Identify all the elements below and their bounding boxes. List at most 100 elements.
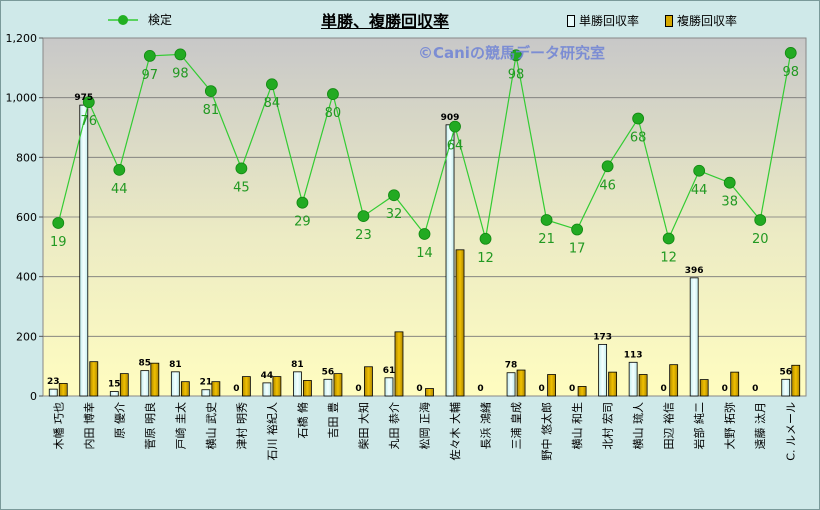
line-point-label: 21 (538, 232, 555, 247)
bar-fukusho (425, 388, 434, 397)
line-point-label: 98 (172, 66, 189, 81)
line-point-label: 29 (294, 215, 311, 230)
bar-label: 0 (752, 384, 758, 394)
line-point-label: 80 (325, 106, 342, 121)
bar-fukusho (303, 380, 312, 397)
line-point-label: 45 (233, 180, 250, 195)
line-point (449, 120, 461, 133)
bar-fukusho (638, 374, 648, 397)
x-tick-label: 内田 博幸 (82, 402, 96, 450)
line-point-label: 20 (752, 232, 769, 247)
bar-label: 0 (355, 384, 361, 394)
bar-label: 0 (477, 384, 483, 394)
x-tick-label: 吉田 豊 (327, 402, 340, 439)
bar-label: 0 (538, 384, 544, 394)
bar-label: 0 (233, 384, 239, 394)
line-point-label: 84 (264, 96, 281, 111)
line-point-label: 23 (355, 228, 372, 243)
line-point (479, 232, 492, 245)
bar-tansho (506, 372, 516, 397)
x-tick-label: 木幡 巧也 (51, 402, 65, 450)
bar-tansho (323, 378, 333, 397)
legend-kentei-label: 検定 (148, 13, 173, 27)
bar-fukusho (577, 386, 587, 397)
bar-fukusho (333, 373, 343, 397)
line-point (632, 112, 645, 125)
bar-fukusho (58, 383, 68, 397)
line-point (601, 160, 614, 173)
bar-label: 0 (722, 384, 728, 394)
line-point-label: 97 (142, 68, 159, 83)
bar-label: 56 (779, 367, 792, 377)
legend-tansho-label: 単勝回収率 (579, 14, 640, 28)
legend-tansho-swatch (567, 14, 575, 27)
bar-label: 0 (416, 384, 422, 394)
bar-fukusho (272, 376, 282, 397)
x-tick-label: 岩部 純二 (692, 402, 706, 450)
x-tick-label: 大野 拓弥 (723, 402, 737, 450)
x-tick-label: 原 優介 (113, 402, 126, 439)
bar-tansho (384, 377, 394, 397)
line-point (204, 85, 217, 98)
legend-fukusho: 複勝回収率 (665, 12, 737, 29)
line-point (693, 164, 706, 177)
bar-fukusho (791, 364, 801, 397)
bar-label: 173 (593, 332, 612, 342)
bar-fukusho (669, 364, 679, 397)
y-tick-label: 800 (16, 151, 37, 164)
x-tick-label: 松岡 正海 (418, 402, 432, 450)
line-point-label: 76 (81, 114, 98, 129)
bar-label: 78 (505, 361, 518, 371)
bar-label: 975 (74, 93, 93, 103)
x-tick-label: 横山 和生 (570, 402, 584, 450)
bar-label: 81 (291, 360, 304, 370)
line-point-label: 17 (569, 242, 586, 257)
bar-tansho (140, 370, 150, 397)
bar-tansho (48, 388, 58, 397)
line-point (327, 88, 339, 100)
bar-fukusho (119, 373, 129, 397)
line-point-label: 64 (447, 139, 464, 154)
line-point (265, 78, 278, 91)
legend-fukusho-swatch (665, 14, 673, 27)
bar-tansho (293, 371, 302, 397)
bar-tansho (79, 104, 89, 397)
legend-kentei: 検定 (108, 11, 172, 28)
line-point (418, 228, 431, 240)
line-point (82, 96, 95, 109)
x-tick-label: 佐々木 大輔 (448, 402, 462, 461)
bar-label: 61 (383, 366, 396, 376)
line-point (723, 176, 736, 189)
line-point-label: 98 (508, 67, 525, 82)
x-tick-label: 石橋 脩 (295, 402, 309, 439)
line-point-label: 12 (660, 250, 677, 265)
x-tick-label: 丸田 恭介 (388, 402, 401, 450)
bar-fukusho (180, 381, 190, 397)
bar-fukusho (455, 249, 465, 397)
x-tick-label: 津村 明秀 (234, 402, 248, 450)
x-tick-label: 野中 悠太郎 (540, 402, 554, 461)
line-point (52, 217, 65, 229)
bar-tansho (109, 391, 119, 397)
bar-fukusho (608, 371, 618, 397)
line-point-label: 14 (416, 246, 433, 261)
watermark: ©Caniの競馬データ研究室 (418, 44, 605, 62)
bar-label: 0 (569, 384, 575, 394)
line-point (296, 196, 309, 209)
line-point-label: 19 (50, 235, 67, 250)
line-point (571, 223, 583, 236)
x-tick-label: 柴田 大知 (356, 402, 370, 450)
line-point (143, 50, 156, 62)
bar-label: 23 (47, 377, 60, 387)
bar-tansho (598, 343, 608, 397)
line-point-label: 32 (386, 207, 403, 222)
line-point-label: 68 (630, 131, 647, 146)
bar-label: 396 (685, 266, 704, 276)
x-tick-label: 戸崎 圭太 (173, 402, 187, 450)
line-point (174, 48, 187, 61)
bar-fukusho (364, 366, 373, 397)
y-tick-label: 600 (16, 211, 37, 224)
chart-title: 単勝、複勝回収率 (320, 12, 449, 31)
bar-tansho (689, 277, 699, 397)
line-point (357, 210, 370, 223)
